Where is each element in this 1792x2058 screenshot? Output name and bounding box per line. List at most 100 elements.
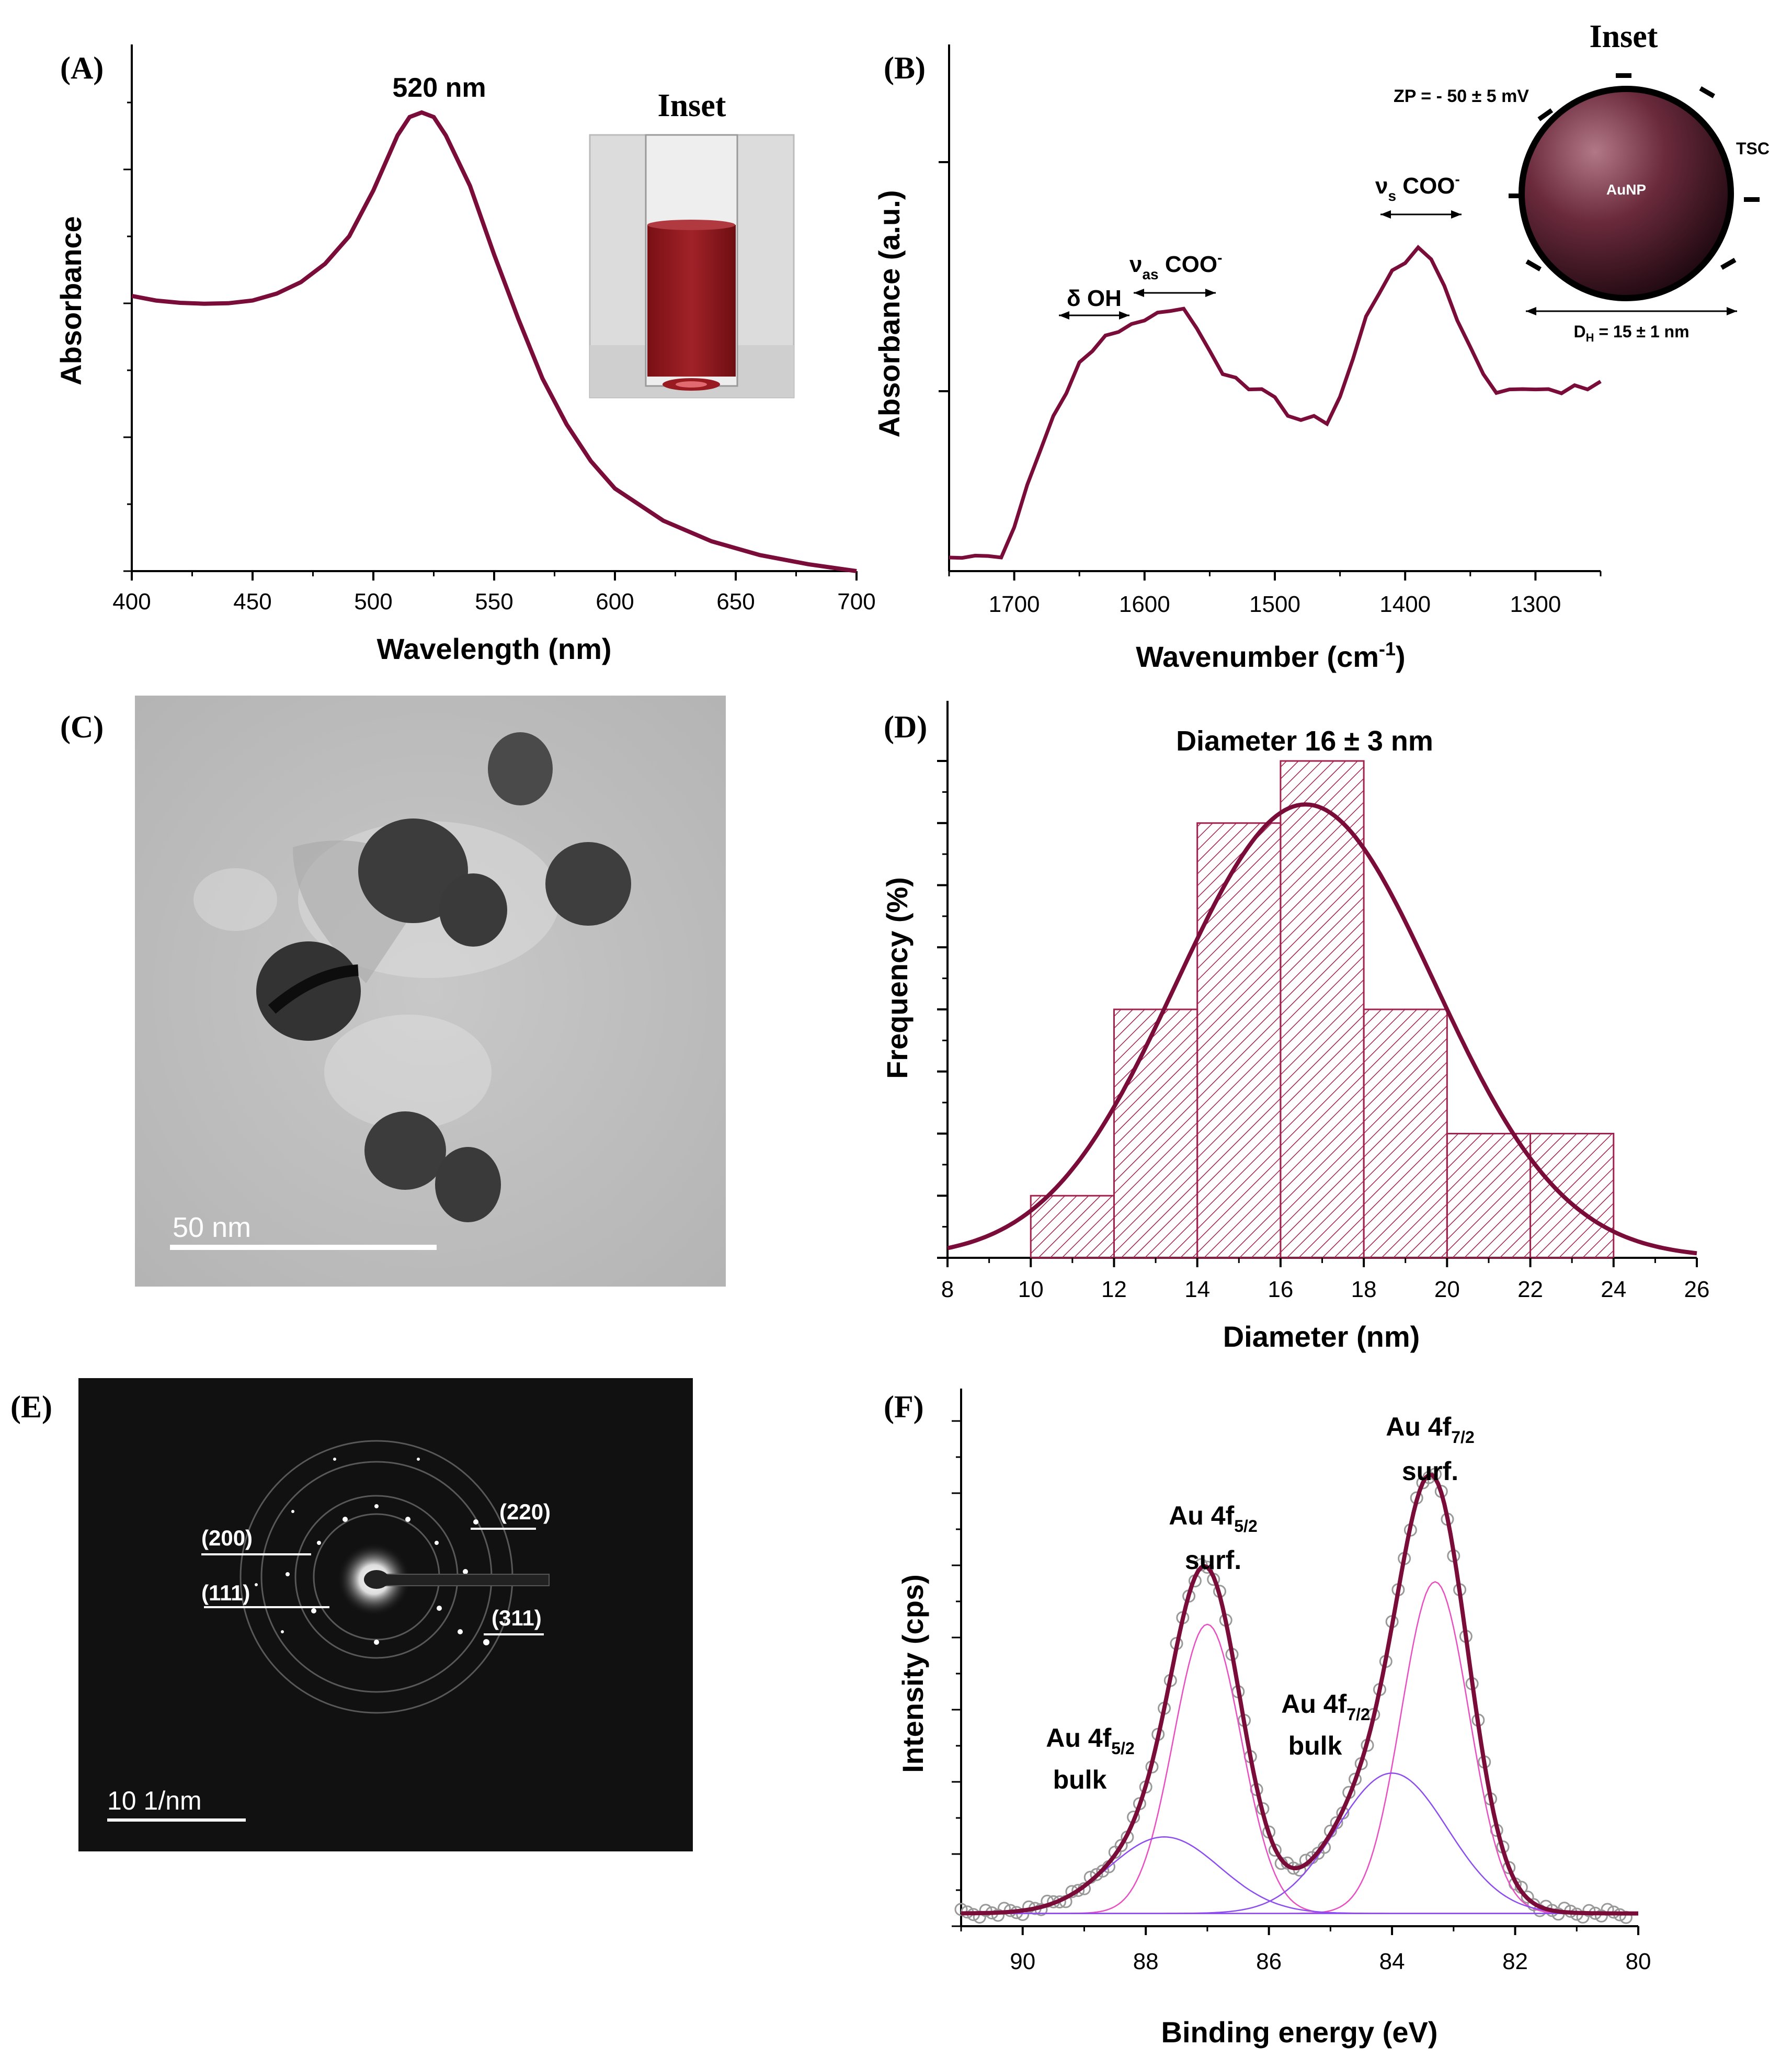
panel-a-y-ticks — [123, 101, 132, 572]
x-tick-label: 90 — [1010, 1949, 1035, 1974]
panel-b-ftir-curve — [949, 245, 1602, 560]
panel-f-x-ticks: 90 88 86 84 82 80 — [960, 1926, 1651, 1974]
panel-a-peak-label: 520 nm — [392, 73, 486, 103]
raw-data-point — [979, 1904, 992, 1917]
panel-b-nanoparticle-inset: Inset ZP = - 50 ± 5 mV TSC AuNP DH = 15 … — [1394, 19, 1770, 344]
raw-data-point — [1071, 1884, 1085, 1897]
panel-b-x-ticks: 1700 1600 1500 1400 1300 — [948, 571, 1602, 617]
x-tick-label: 82 — [1502, 1949, 1528, 1974]
panel-b-inset-title: Inset — [1590, 19, 1658, 54]
panel-b-tsc-label: TSC — [1736, 139, 1770, 158]
panel-f-label: (F) — [884, 1390, 924, 1424]
panel-f-x-label: Binding energy (eV) — [1161, 2016, 1438, 2049]
ring-index-leaders — [201, 1528, 544, 1635]
x-tick-label: 20 — [1434, 1277, 1460, 1302]
peak-label-4f52-surf-line2: surf. — [1185, 1545, 1241, 1575]
panel-f-peak-labels: Au 4f7/2 surf. Au 4f5/2 surf. Au 4f7/2 b… — [1046, 1412, 1474, 1794]
peak-label-4f52-bulk-line1: Au 4f5/2 — [1046, 1723, 1134, 1758]
panel-d-gaussian-fit — [947, 802, 1697, 1256]
histogram-bar — [1196, 822, 1282, 1259]
tem-nanoparticles — [256, 732, 631, 1222]
panel-f-y-label: Intensity (cps) — [896, 1574, 929, 1773]
panel-b-hydrodynamic-diameter: DH = 15 ± 1 nm — [1573, 322, 1689, 344]
panel-c-label: (C) — [60, 710, 104, 744]
panel-b-y-ticks — [939, 161, 949, 392]
peak-label-4f72-bulk-line2: bulk — [1288, 1731, 1342, 1760]
histogram-bar — [1030, 1195, 1115, 1259]
panel-f: (F) 90 88 86 84 82 80 Au 4f7/2 surf. Au 4f5/2… — [884, 1389, 1651, 2049]
histogram-bar — [1363, 1008, 1448, 1259]
panel-b-label: (B) — [884, 51, 926, 85]
peak-label-4f52-surf-line1: Au 4f5/2 — [1169, 1501, 1257, 1536]
x-tick-label: 22 — [1517, 1277, 1543, 1302]
panel-a: (A) 400 450 500 550 600 650 700 520 nm Wavelen… — [54, 44, 876, 665]
panel-b-band-annotations: δ OH νas COO- νs COO- — [1059, 171, 1462, 320]
peak-label-4f72-surf-line2: surf. — [1402, 1457, 1458, 1486]
panel-c-scale-label: 50 nm — [173, 1212, 251, 1243]
panel-f-envelope-fit — [961, 1472, 1638, 1916]
x-tick-label: 18 — [1351, 1277, 1377, 1302]
ring-index-label: (311) — [492, 1606, 542, 1630]
peak-label-4f52-bulk-line2: bulk — [1053, 1765, 1107, 1794]
x-tick-label: 14 — [1184, 1277, 1210, 1302]
x-tick-label: 86 — [1256, 1949, 1282, 1974]
panel-d-x-label: Diameter (nm) — [1223, 1320, 1420, 1353]
panel-b-aunp-label: AuNP — [1606, 181, 1646, 198]
panel-a-label: (A) — [60, 51, 104, 85]
panel-a-absorbance-curve — [131, 110, 857, 573]
tem-image — [135, 696, 726, 1287]
panel-d-y-ticks — [937, 760, 948, 1259]
panel-a-inset-title: Inset — [658, 88, 726, 123]
x-tick-label: 650 — [716, 589, 755, 615]
panel-d: (D) 8 10 12 14 16 18 20 22 24 26 Diameter 16 ± 3 … — [881, 701, 1709, 1353]
x-tick-label: 550 — [475, 589, 513, 615]
panel-f-y-ticks — [952, 1420, 961, 1927]
panel-b-delta-oh-label: δ OH — [1067, 286, 1122, 311]
panel-e-label: (E) — [10, 1390, 52, 1424]
diffraction-spots — [255, 1458, 489, 1645]
panel-b: (B) 1700 1600 1500 1400 1300 Wavenumber (cm-… — [873, 19, 1770, 673]
panel-d-title: Diameter 16 ± 3 nm — [1176, 725, 1433, 757]
x-tick-label: 88 — [1133, 1949, 1159, 1974]
x-tick-label: 700 — [837, 589, 875, 615]
panel-e: (E) (200) (220) (111) (311) — [10, 1378, 693, 1851]
panel-c: (C) 50 nm — [60, 696, 726, 1287]
panel-d-label: (D) — [884, 710, 927, 744]
x-tick-label: 1400 — [1379, 592, 1431, 617]
x-tick-label: 1600 — [1119, 592, 1170, 617]
histogram-bar — [1446, 1133, 1532, 1259]
panel-b-y-label: Absorbance (a.u.) — [873, 190, 906, 438]
x-tick-label: 450 — [233, 589, 271, 615]
beam-stop — [376, 1574, 550, 1586]
panel-a-x-ticks: 400 450 500 550 600 650 700 — [112, 571, 876, 615]
panel-b-x-label: Wavenumber (cm-1) — [1136, 638, 1405, 673]
x-tick-label: 26 — [1684, 1277, 1710, 1302]
x-tick-label: 1500 — [1249, 592, 1300, 617]
histogram-bar — [1530, 1133, 1615, 1259]
x-tick-label: 80 — [1626, 1949, 1651, 1974]
histogram-bar — [1280, 760, 1365, 1259]
panel-a-cuvette-inset: Inset — [589, 88, 795, 399]
ring-index-labels: (200) (220) (111) (311) — [201, 1499, 551, 1630]
x-tick-label: 600 — [596, 589, 634, 615]
panel-a-x-label: Wavelength (nm) — [376, 632, 611, 665]
peak-label-4f72-surf-line1: Au 4f7/2 — [1386, 1412, 1474, 1447]
panel-e-scale-label: 10 1/nm — [107, 1786, 202, 1815]
ring-index-label: (200) — [201, 1526, 253, 1550]
raw-data-point — [1114, 1839, 1128, 1852]
x-tick-label: 12 — [1101, 1277, 1127, 1302]
x-tick-label: 16 — [1268, 1277, 1293, 1302]
x-tick-label: 1700 — [989, 592, 1040, 617]
histogram-bar — [1113, 1008, 1199, 1259]
x-tick-label: 24 — [1601, 1277, 1626, 1302]
panel-b-nu-as-label: νas COO- — [1129, 249, 1222, 282]
x-tick-label: 400 — [112, 589, 151, 615]
raw-data-point — [1582, 1904, 1596, 1917]
panel-d-x-ticks: 8 10 12 14 16 18 20 22 24 26 — [941, 1258, 1710, 1302]
panel-d-y-label: Frequency (%) — [881, 877, 914, 1079]
panel-b-nu-s-label: νs COO- — [1375, 171, 1460, 204]
raw-data-point — [1090, 1868, 1103, 1881]
panel-d-bars — [1030, 760, 1615, 1259]
panel-b-zeta-potential: ZP = - 50 ± 5 mV — [1394, 86, 1529, 106]
